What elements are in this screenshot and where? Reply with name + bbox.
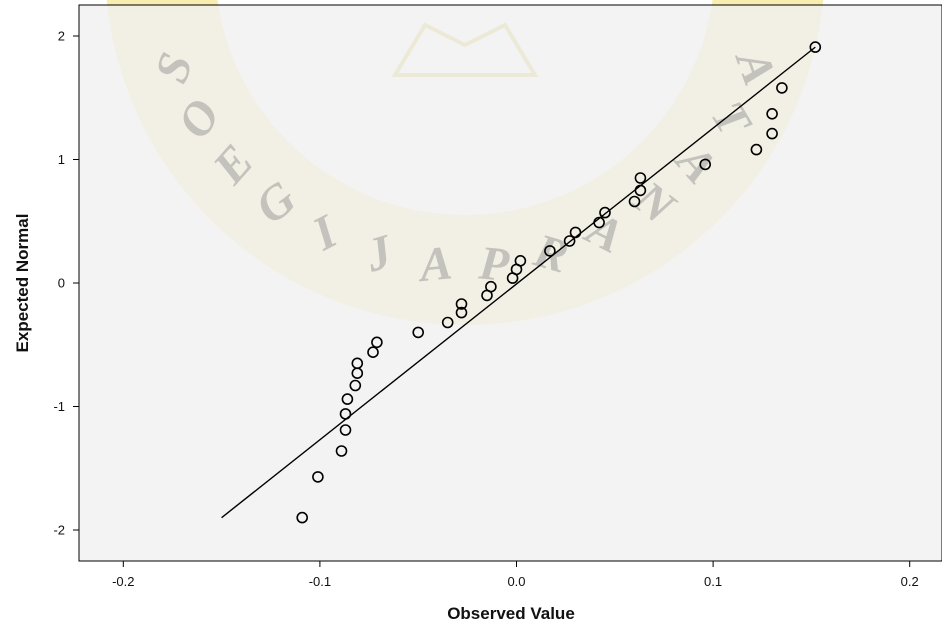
data-point	[563, 235, 576, 247]
data-point	[634, 184, 647, 197]
data-point	[339, 408, 352, 420]
y-tick-label: 2	[58, 29, 65, 44]
x-axis-title: Observed Value	[447, 604, 575, 623]
y-tick-label: -1	[53, 399, 65, 414]
data-point	[514, 254, 527, 267]
data-point	[441, 316, 454, 329]
data-point	[776, 82, 788, 94]
data-point	[634, 172, 647, 184]
data-point	[593, 216, 605, 229]
y-axis: -2 -1 0 1 2	[53, 29, 79, 538]
data-point	[455, 298, 468, 310]
data-point	[296, 511, 309, 524]
data-point	[699, 158, 712, 171]
data-point	[750, 143, 763, 156]
data-point	[569, 226, 582, 239]
x-tick-label: -0.1	[309, 574, 331, 589]
data-point	[339, 424, 352, 436]
data-point	[335, 445, 348, 457]
data-points	[296, 41, 822, 524]
x-axis: -0.2 -0.1 0.0 0.1 0.2	[112, 561, 919, 589]
x-tick-label: -0.2	[112, 574, 134, 589]
reference-line	[221, 46, 816, 519]
y-tick-label: 0	[58, 276, 65, 291]
data-point	[341, 393, 354, 405]
data-point	[485, 280, 497, 293]
data-point	[628, 195, 641, 208]
data-point	[349, 379, 362, 392]
x-tick-label: 0.2	[901, 574, 919, 589]
data-point	[766, 108, 778, 120]
data-point	[766, 127, 778, 140]
x-tick-label: 0.1	[704, 574, 722, 589]
data-point	[455, 306, 468, 319]
watermark-letter: A	[415, 236, 455, 292]
y-tick-label: 1	[58, 152, 65, 167]
data-point	[312, 471, 324, 483]
data-point	[599, 206, 611, 219]
y-axis-title: Expected Normal	[13, 214, 32, 353]
data-point	[412, 326, 425, 339]
data-point	[544, 245, 556, 257]
x-tick-label: 0.0	[507, 574, 525, 589]
y-tick-label: -2	[53, 523, 65, 538]
data-point	[367, 346, 379, 359]
data-point	[371, 336, 383, 349]
data-point	[809, 41, 822, 53]
data-point	[351, 357, 364, 370]
